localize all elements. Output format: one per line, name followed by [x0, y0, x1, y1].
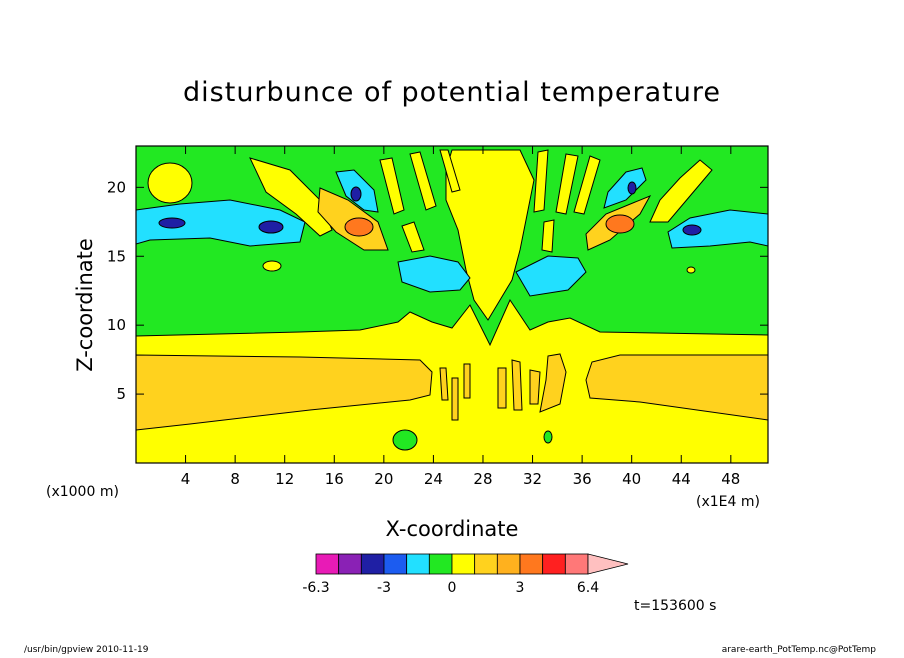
- cyan-mid-left: [397, 255, 471, 293]
- cyan-mid-right: [515, 255, 587, 297]
- wave-left-1: [249, 157, 333, 237]
- band-lower-orange: [136, 354, 433, 431]
- dark-blue-spot-3: [682, 224, 702, 236]
- band-lower-orange-right: [585, 354, 768, 421]
- colorbar-cell: [315, 553, 340, 575]
- y-tick-label: 10: [107, 316, 126, 334]
- x-tick-label: 24: [424, 470, 443, 488]
- x-axis-label: X-coordinate: [386, 517, 519, 541]
- plot-frame: [135, 145, 769, 464]
- blue-spot-left: [350, 186, 362, 202]
- colorbar-tick-label: -3: [377, 580, 391, 596]
- dark-blue-spot-2: [258, 220, 284, 234]
- colorbar-cell: [338, 553, 362, 575]
- y-tick-label: 20: [107, 178, 126, 196]
- footer-right: arare-earth_PotTemp.nc@PotTemp: [722, 645, 877, 654]
- colorbar-cell: [564, 553, 589, 575]
- x-tick-label: 44: [672, 470, 691, 488]
- x-tick-label: 20: [374, 470, 393, 488]
- cyan-lobe-right: [667, 209, 768, 249]
- cyan-lobe-left: [136, 199, 306, 247]
- dark-blue-spot-1: [158, 217, 186, 229]
- x-tick-label: 12: [275, 470, 294, 488]
- colorbar-cell: [542, 553, 566, 575]
- colorbar: -6.3 -3 0 3 6.4: [302, 553, 629, 596]
- colorbar-tick-label: 3: [516, 580, 525, 596]
- colorbar-tick-label: -6.3: [302, 580, 329, 596]
- x-tick-label: 4: [181, 470, 191, 488]
- y-axis-label: Z-coordinate: [73, 238, 97, 372]
- x-tick-label: 32: [523, 470, 542, 488]
- x-axis: 4 8 12 16 20 24 28 32 36 40 44 48: [181, 146, 740, 488]
- orange-core-right: [605, 214, 635, 234]
- small-yellow-left: [262, 260, 282, 272]
- x-tick-label: 28: [473, 470, 492, 488]
- small-yellow-right: [686, 266, 696, 274]
- x-tick-label: 40: [622, 470, 641, 488]
- colorbar-cell: [451, 553, 476, 575]
- x-tick-label: 8: [230, 470, 240, 488]
- chart-title: disturbunce of potential temperature: [183, 77, 721, 108]
- colorbar-tick-label: 0: [448, 580, 457, 596]
- colorbar-cell: [519, 553, 544, 575]
- time-label: t=153600 s: [634, 598, 716, 614]
- colorbar-cell: [428, 553, 453, 575]
- y-tick-label: 15: [107, 247, 126, 265]
- x-tick-label: 48: [721, 470, 740, 488]
- colorbar-cell: [474, 553, 498, 575]
- x-tick-label: 36: [573, 470, 592, 488]
- colorbar-arrow: [587, 553, 629, 575]
- green-spot-lower: [392, 429, 418, 451]
- x-unit-right: (x1E4 m): [696, 494, 760, 510]
- colorbar-cell: [406, 553, 430, 575]
- orange-core-left: [344, 217, 374, 237]
- cyan-wing-right: [603, 167, 647, 209]
- green-spot-lower-2: [543, 430, 553, 444]
- colorbar-cell: [360, 553, 385, 575]
- y-tick-label: 5: [116, 385, 126, 403]
- footer-left: /usr/bin/gpview 2010-11-19: [24, 645, 149, 654]
- x-tick-label: 16: [325, 470, 344, 488]
- streaks: [379, 149, 601, 253]
- y-axis: 5 10 15 20: [107, 178, 768, 403]
- colorbar-cell: [496, 553, 521, 575]
- colorbar-cell: [383, 553, 408, 575]
- plot-area: [136, 146, 768, 463]
- wave-right-2: [649, 159, 713, 223]
- x-unit-left: (x1000 m): [46, 484, 119, 500]
- blob-upper-left: [147, 162, 193, 204]
- colorbar-tick-label: 6.4: [577, 580, 599, 596]
- blue-spot-right: [627, 181, 637, 195]
- lower-streaks: [439, 353, 567, 421]
